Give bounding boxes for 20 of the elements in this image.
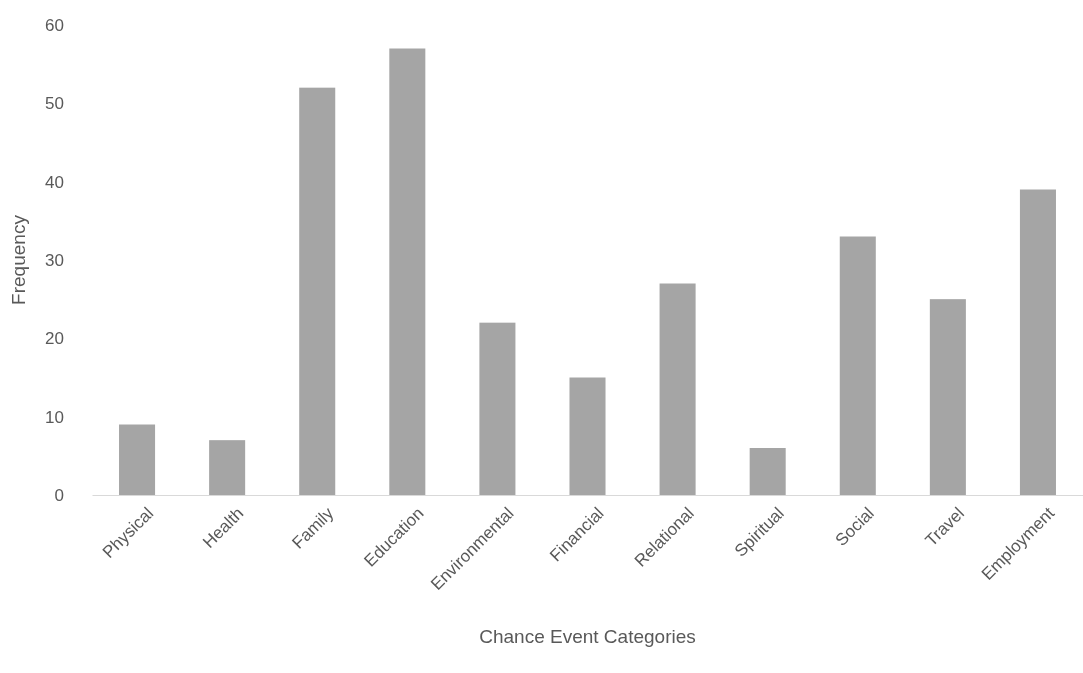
bar [299,87,336,495]
bar [1019,189,1056,495]
y-tick-label: 50 [45,94,64,114]
bar [209,440,246,495]
x-axis-title: Chance Event Categories [479,626,696,647]
y-tick-label: 30 [45,250,64,270]
y-tick-label: 60 [45,15,64,35]
bar [569,377,606,495]
y-tick-label: 10 [45,407,64,427]
bar [659,283,696,495]
y-tick-label: 20 [45,329,64,349]
bar [479,322,516,495]
y-axis-title: Frequency [8,214,29,305]
bar [389,48,426,495]
bar [749,448,786,495]
bar [929,299,966,495]
y-tick-label: 0 [54,485,64,505]
bar [119,424,156,495]
bar [839,236,876,495]
y-tick-label: 40 [45,172,64,192]
